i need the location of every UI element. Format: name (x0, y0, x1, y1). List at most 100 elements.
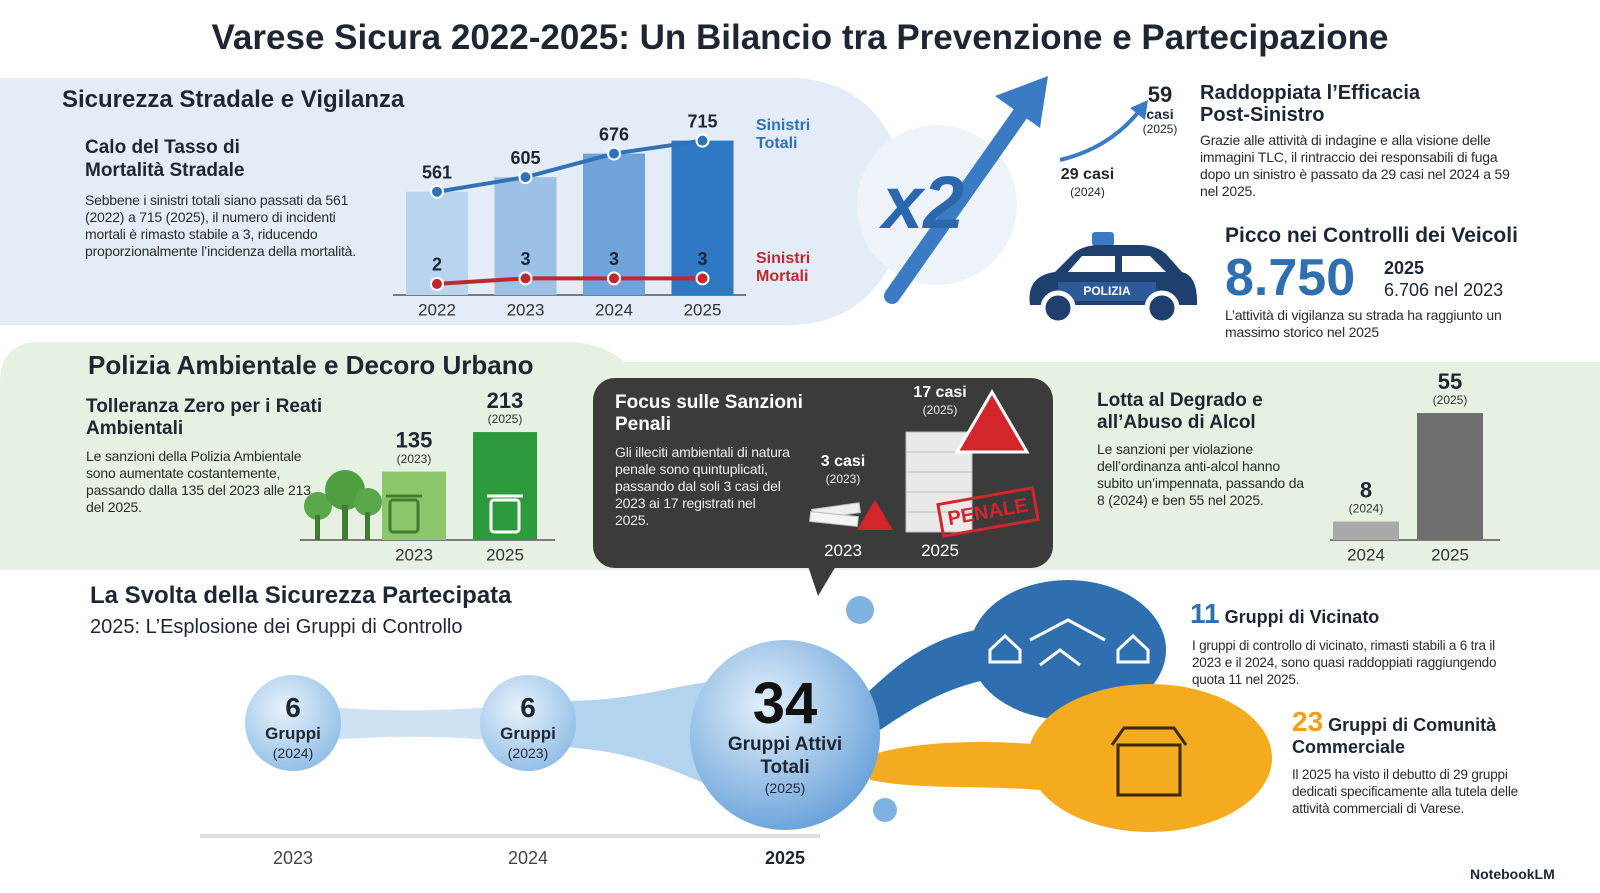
subheading: 2025: L’Esplosione dei Gruppi di Control… (90, 616, 463, 638)
point (695, 133, 710, 148)
paper-stack-large: PENALE (905, 389, 1040, 538)
title: Varese Sicura 2022-2025: Un Bilancio tra… (211, 18, 1389, 57)
bin-icon (388, 498, 420, 534)
timeline-label: 2023 (272, 848, 314, 868)
value-label: 135 (396, 427, 433, 452)
penal-note: (2023) (825, 472, 861, 486)
tree-trunk (315, 515, 320, 540)
car-window (1068, 256, 1166, 272)
point (430, 276, 444, 291)
legend-entry: Sinistri Totali (756, 117, 811, 152)
bubble-note: (2023) (507, 745, 549, 761)
paragraph: I gruppi di controllo di vicinato, rimas… (1192, 638, 1497, 687)
timeline-label: 2025 (764, 848, 806, 868)
orange-stream (870, 742, 1045, 790)
car-light (1092, 232, 1114, 246)
shop-awning (1110, 726, 1188, 746)
penal-label: 17 casi (913, 384, 967, 401)
value-label: 2 (432, 255, 442, 275)
paragraph: Le sanzioni per violazione dell’ordinanz… (1097, 441, 1304, 508)
value-label: 213 (487, 388, 524, 413)
group-heading: 23 Gruppi di Comunità Commerciale (1292, 708, 1532, 758)
x2-arrow-head (995, 76, 1048, 128)
penal-year: 2023 (824, 541, 862, 560)
footer: NotebookLM (1470, 866, 1555, 882)
bubble (480, 675, 576, 771)
before-label: 29 casi (1060, 166, 1115, 183)
point (518, 271, 533, 286)
x-tick-label: 2025 (1431, 545, 1469, 564)
value-label: 3 (697, 249, 707, 269)
paragraph: Grazie alle attività di indagine e alla … (1200, 132, 1510, 199)
bar (671, 140, 734, 295)
paragraph: Le sanzioni della Polizia Ambientale son… (86, 448, 311, 515)
bubble-label: Gruppi (265, 724, 321, 743)
tree (354, 488, 382, 516)
bubble-value: 6 (285, 692, 301, 723)
big-value: 8.750 (1225, 249, 1356, 307)
bubble-link (293, 705, 528, 742)
group-heading: 11 Gruppi di Vicinato (1190, 600, 1530, 629)
paragraph: Sebbene i sinistri totali siano passati … (85, 192, 356, 259)
after-unit: casi (1146, 106, 1174, 122)
point (430, 184, 444, 199)
group-label: Gruppi di Comunità Commerciale (1292, 715, 1497, 757)
x-tick-label: 2024 (595, 300, 633, 319)
bubble-label-large: Gruppi Attivi Totali (727, 734, 843, 778)
bin-icon (489, 498, 521, 534)
value-label: 676 (599, 124, 629, 144)
series-line (436, 138, 703, 194)
bubble-large (690, 640, 880, 830)
value-label: 605 (510, 148, 540, 168)
paragraph: L’attività di vigilanza su strada ha rag… (1225, 307, 1502, 340)
warning-large (954, 389, 1030, 454)
house-icon (988, 633, 1022, 664)
shop-icons (1110, 726, 1188, 797)
before-year: (2024) (1070, 185, 1105, 199)
after-value: 59 (1147, 82, 1173, 107)
bubble-link (528, 680, 720, 790)
house-icon (1116, 633, 1150, 664)
group-value: 11 (1190, 598, 1220, 629)
small-arrow (1059, 108, 1142, 162)
multiplier: x2 (882, 161, 965, 244)
warning-small (857, 500, 893, 530)
paper-stack-small (809, 500, 893, 530)
value-label: 3 (520, 249, 530, 269)
focus-heading: Focus sulle Sanzioni Penali (615, 392, 803, 435)
paper (809, 510, 859, 528)
trees (304, 470, 382, 540)
heading: Picco nei Controlli dei Veicoli (1225, 224, 1518, 247)
value-label: 3 (609, 249, 619, 269)
x2-arrow (884, 92, 1038, 304)
car-badge: POLIZIA (1083, 284, 1131, 298)
group-value: 23 (1292, 706, 1324, 737)
bubble-note: (2025) (764, 780, 806, 796)
bubble-label: Gruppi (500, 724, 556, 743)
section-heading: Polizia Ambientale e Decoro Urbano (88, 350, 534, 380)
penal-year: 2025 (921, 541, 959, 560)
value-label: 715 (687, 111, 717, 131)
car-wheel (1040, 290, 1076, 326)
x-tick-label: 2024 (1347, 545, 1385, 564)
tree-trunk (365, 512, 370, 540)
x-tick-label: 2023 (507, 300, 545, 319)
value-note: (2024) (1349, 502, 1384, 516)
bubble (245, 675, 341, 771)
x-tick-label: 2022 (418, 300, 456, 319)
stamp-frame (936, 486, 1040, 538)
bubble-value-large: 34 (752, 671, 818, 736)
value-note: (2025) (1433, 393, 1468, 407)
value-label: 8 (1360, 477, 1372, 502)
paragraph: Il 2025 ha visto il debutto di 29 gruppi… (1292, 767, 1518, 816)
bar (382, 471, 446, 540)
value-note: (2023) (397, 452, 432, 466)
timeline-label: 2024 (507, 848, 549, 868)
blue-blob (970, 580, 1166, 720)
legend-entry: Sinistri Mortali (756, 250, 811, 285)
penal-note: (2025) (922, 403, 958, 417)
bar (473, 432, 537, 540)
bubble-value: 6 (520, 692, 536, 723)
